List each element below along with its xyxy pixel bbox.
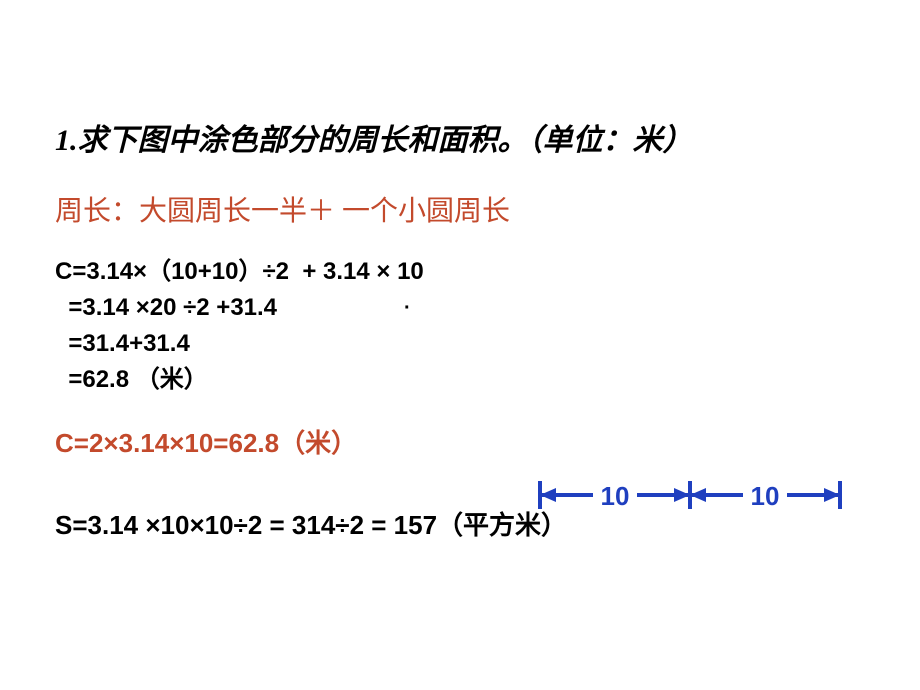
perimeter-text: 大圆周长一半＋ 一个小圆周长 [139,196,510,227]
calculation-block: C=3.14×（10+10）÷2 + 3.14 × 10 =3.14 ×20 ÷… [55,254,915,398]
dimension-diagram: 10 10 [530,465,900,525]
perimeter-description: 周长：大圆周长一半＋ 一个小圆周长 [55,189,915,229]
calc-line: =3.14 ×20 ÷2 +31.4 [55,290,915,326]
problem-title: 1.求下图中涂色部分的周长和面积。（单位：米） [55,115,915,159]
svg-text:10: 10 [601,481,630,511]
calc-line: =31.4+31.4 [55,326,915,362]
perimeter-label: 周长： [55,196,139,227]
calc-line: =62.8 （米） [55,362,915,398]
calc-line: C=3.14×（10+10）÷2 + 3.14 × 10 [55,254,915,290]
svg-text:10: 10 [751,481,780,511]
page-marker-dot: · [404,297,411,320]
alt-circumference: C=2×3.14×10=62.8（米） [55,423,915,460]
